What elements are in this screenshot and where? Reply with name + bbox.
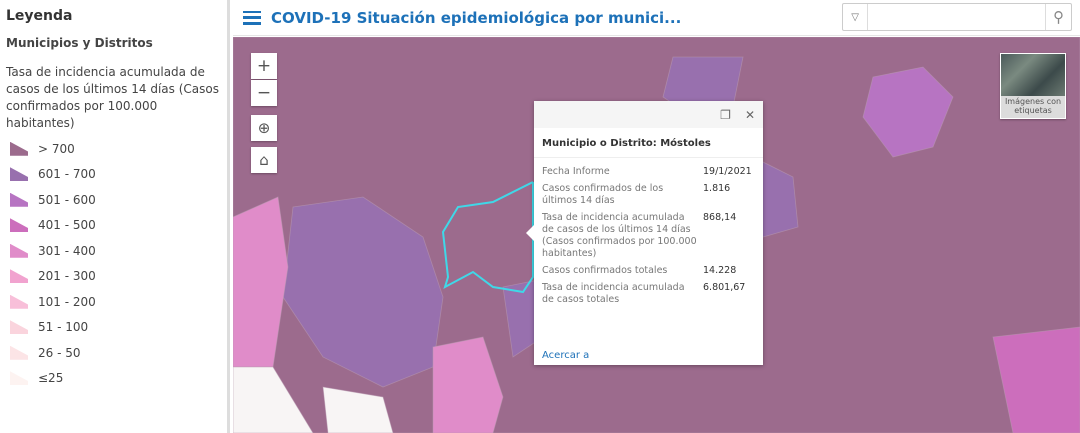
legend-item: 501 - 600 [6, 187, 221, 213]
search-source-dropdown[interactable]: ▽ [843, 4, 869, 30]
home-icon[interactable]: ⌂ [251, 147, 277, 173]
legend-item-label: 201 - 300 [38, 269, 96, 284]
attribute-label: Fecha Informe [542, 166, 610, 177]
attribute-value: 19/1/2021 [703, 166, 752, 177]
attribute-value: 1.816 [703, 183, 731, 194]
legend-item: 51 - 100 [6, 315, 221, 341]
legend-item: ≤25 [6, 366, 221, 392]
zoom-in-button[interactable]: + [251, 53, 277, 79]
legend-item-label: 401 - 500 [38, 218, 96, 233]
legend-swatch [10, 243, 28, 258]
legend-swatch [10, 345, 28, 360]
attribute-row: Casos confirmados de los últimos 14 días… [542, 181, 755, 210]
legend-item-label: 301 - 400 [38, 243, 96, 258]
close-icon[interactable]: ✕ [744, 107, 755, 122]
legend-swatch [10, 218, 28, 233]
legend-item: 101 - 200 [6, 289, 221, 315]
legend-layer-name: Municipios y Distritos [6, 36, 153, 50]
legend-description: Tasa de incidencia acumulada de casos de… [6, 65, 219, 130]
search-icon[interactable]: ⚲ [1045, 4, 1071, 30]
attribute-label: Tasa de incidencia acumulada de casos to… [542, 282, 685, 305]
legend-item-label: 101 - 200 [38, 294, 96, 309]
basemap-label: Imágenes con etiquetas [1004, 97, 1062, 115]
popup-attributes: Fecha Informe 19/1/2021 Casos confirmados … [542, 164, 755, 309]
locate-icon[interactable]: ⊕ [251, 115, 277, 141]
search-input[interactable] [868, 4, 1046, 30]
region [233, 196, 289, 368]
attribute-value: 14.228 [703, 265, 737, 276]
legend-item: > 700 [6, 136, 221, 162]
info-popup: ❐ ✕ Municipio o Distrito: Móstoles Fecha… [526, 101, 763, 365]
legend-swatch [10, 294, 28, 309]
header: COVID-19 Situación epidemiológica por mu… [233, 0, 1080, 36]
zoom-out-button[interactable]: − [251, 80, 277, 106]
app-title: COVID-19 Situación epidemiológica por mu… [271, 8, 682, 27]
legend-swatch [10, 320, 28, 335]
legend-item-label: > 700 [38, 141, 75, 156]
attribute-row: Tasa de incidencia acumulada de casos de… [542, 210, 755, 263]
region [992, 326, 1080, 433]
legend-swatch [10, 167, 28, 182]
basemap-thumbnail [1001, 54, 1065, 96]
attribute-label: Tasa de incidencia acumulada de casos de… [542, 212, 697, 259]
region [432, 336, 504, 433]
basemap-toggle[interactable]: Imágenes con etiquetas [1000, 53, 1066, 119]
region [862, 66, 954, 158]
region [322, 386, 394, 433]
attribute-label: Casos confirmados totales [542, 265, 668, 276]
zoom-to-link[interactable]: Acercar a [542, 350, 590, 361]
legend-item: 601 - 700 [6, 162, 221, 188]
legend-item-label: 601 - 700 [38, 167, 96, 182]
region [233, 366, 314, 433]
legend-item-label: 501 - 600 [38, 192, 96, 207]
legend-swatch [10, 371, 28, 386]
legend-panel: Leyenda Municipios y Distritos Tasa de i… [0, 0, 230, 433]
legend-title: Leyenda [6, 8, 73, 24]
legend-swatch [10, 141, 28, 156]
legend-item-label: 51 - 100 [38, 320, 89, 335]
hamburger-icon[interactable] [243, 10, 261, 25]
legend-item: 201 - 300 [6, 264, 221, 290]
attribute-label: Casos confirmados de los últimos 14 días [542, 183, 664, 206]
legend-swatch [10, 192, 28, 207]
legend-item: 301 - 400 [6, 238, 221, 264]
legend-item-label: ≤25 [38, 371, 64, 386]
search-widget: ▽ ⚲ [842, 3, 1072, 31]
attribute-row: Fecha Informe 19/1/2021 [542, 164, 755, 181]
maximize-icon[interactable]: ❐ [720, 107, 731, 122]
attribute-value: 868,14 [703, 212, 737, 223]
attribute-row: Casos confirmados totales 14.228 [542, 263, 755, 280]
legend-item: 401 - 500 [6, 213, 221, 239]
attribute-row: Tasa de incidencia acumulada de casos to… [542, 280, 755, 309]
legend-swatch [10, 269, 28, 284]
legend-item-label: 26 - 50 [38, 345, 81, 360]
legend-item: 26 - 50 [6, 340, 221, 366]
popup-title: Municipio o Distrito: Móstoles [534, 128, 763, 158]
attribute-value: 6.801,67 [703, 282, 746, 293]
selected-municipality-outline [441, 181, 534, 294]
